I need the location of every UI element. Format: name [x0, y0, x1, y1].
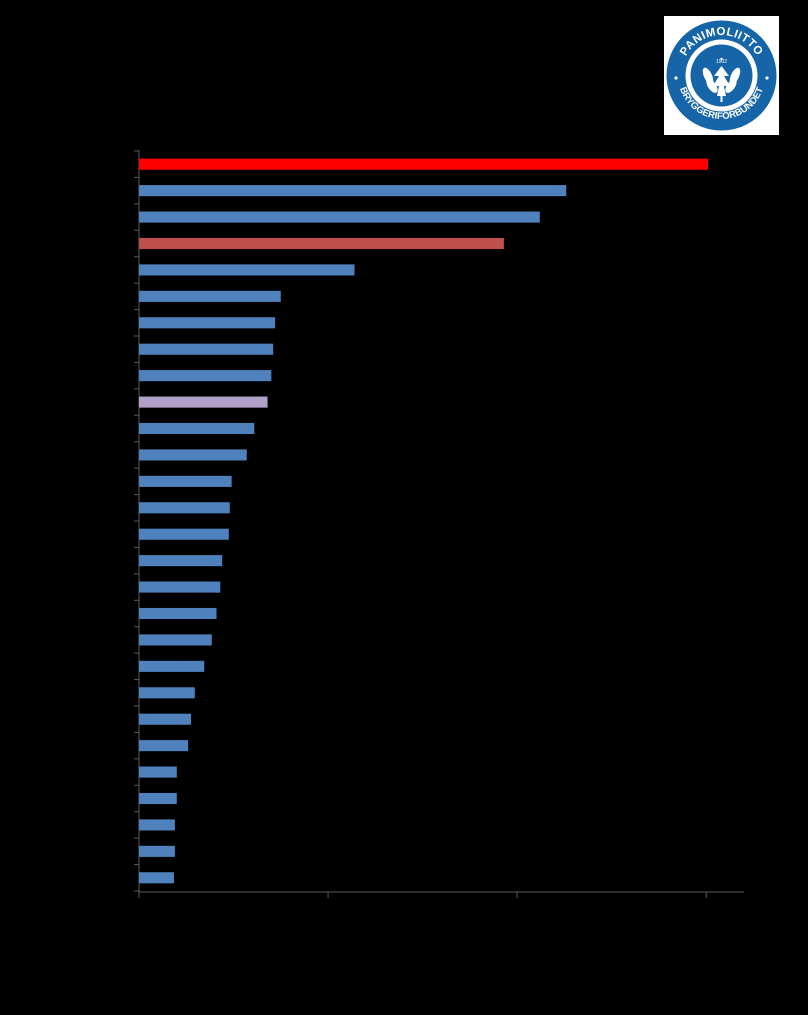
bar-17: [139, 581, 221, 593]
bar-21: [139, 687, 195, 699]
bar-2: [139, 185, 567, 197]
bar-19: [139, 634, 212, 646]
bar-25: [139, 792, 177, 805]
bar-11: [139, 422, 255, 435]
panimoliitto-logo: 1902 PANIMOLIITTO BRYGGERIFÖRBUNDET: [664, 16, 779, 135]
bar-26: [139, 819, 175, 831]
bar-10: [139, 396, 268, 408]
bar-23: [139, 740, 189, 752]
bar-27: [139, 845, 175, 857]
bar-13: [139, 475, 232, 487]
bar-24: [139, 766, 177, 778]
bar-28: [139, 872, 174, 884]
bar-12: [139, 449, 247, 461]
bar-18: [139, 607, 217, 620]
bar-14: [139, 502, 230, 514]
bar-20: [139, 660, 205, 672]
bar-6: [139, 290, 281, 302]
logo-seal-icon: 1902 PANIMOLIITTO BRYGGERIFÖRBUNDET: [666, 20, 777, 131]
bar-9: [139, 370, 272, 382]
bar-15: [139, 528, 229, 540]
bar-22: [139, 713, 191, 725]
bar-7: [139, 317, 276, 329]
bar-5: [139, 264, 355, 276]
bar-4: [139, 237, 504, 250]
bar-1: [139, 158, 709, 170]
svg-text:1902: 1902: [716, 59, 727, 65]
bar-8: [139, 343, 274, 355]
bar-16: [139, 555, 223, 567]
bar-3: [139, 211, 540, 223]
